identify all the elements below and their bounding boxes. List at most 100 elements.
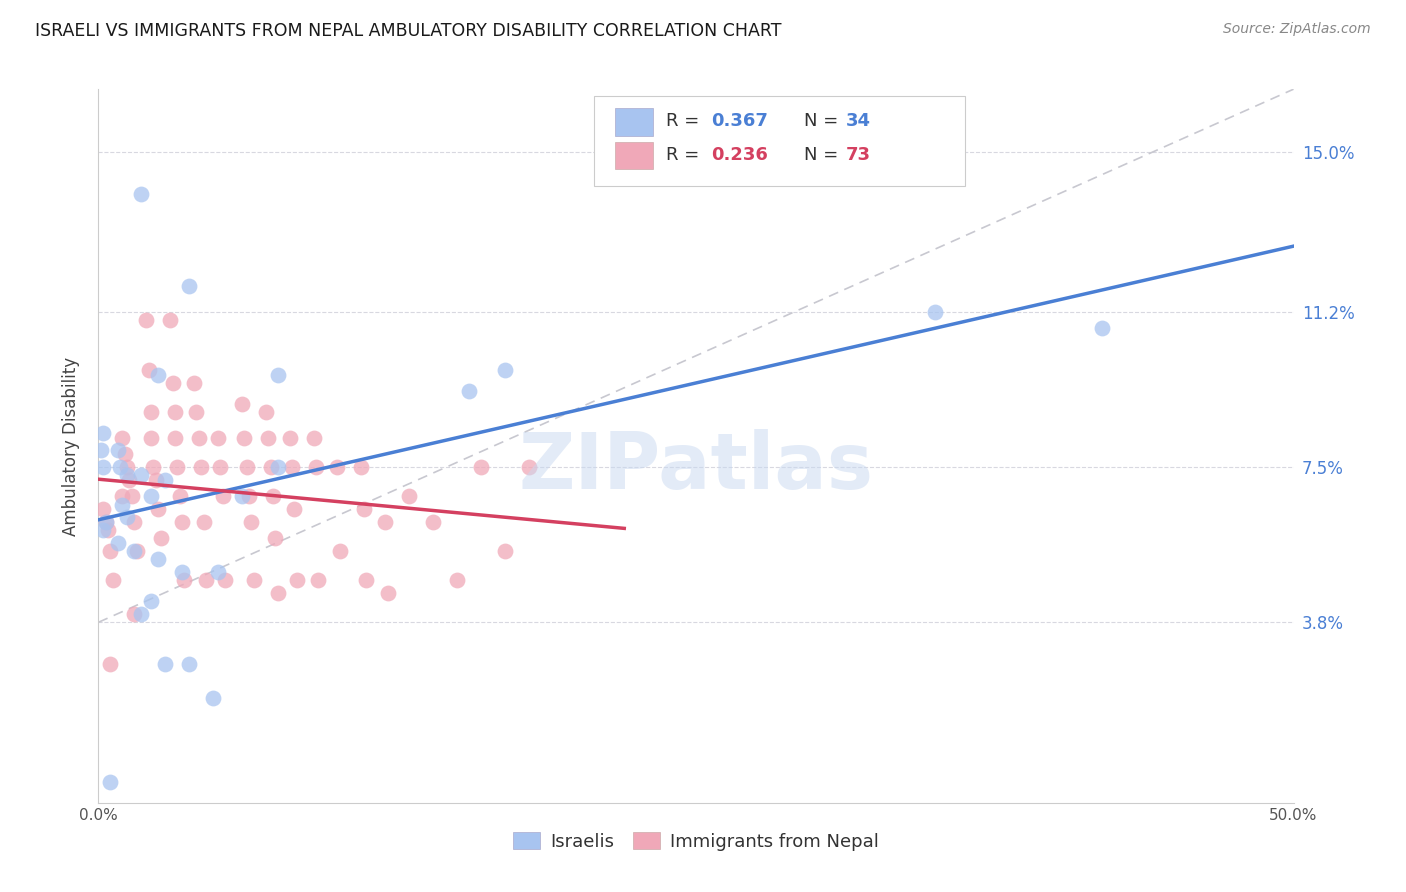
Point [162, 376, 184, 390]
Point [283, 502, 305, 516]
Point [257, 431, 280, 445]
Point [190, 460, 212, 475]
Point [138, 363, 160, 377]
Point [281, 460, 304, 475]
Text: 0.236: 0.236 [711, 146, 769, 164]
Point [172, 515, 194, 529]
Point [238, 489, 260, 503]
Point [101, 574, 124, 588]
Legend: Israelis, Immigrants from Nepal: Israelis, Immigrants from Nepal [505, 825, 887, 858]
Point [202, 690, 225, 705]
Point [91, 523, 114, 537]
Point [98, 544, 122, 558]
Point [108, 460, 131, 475]
Point [422, 515, 444, 529]
Point [187, 431, 209, 445]
Point [166, 460, 188, 475]
Point [207, 431, 229, 445]
Point [377, 586, 399, 600]
Text: N =: N = [804, 112, 844, 130]
Point [121, 489, 143, 503]
Text: R =: R = [666, 112, 704, 130]
Text: ZIPatlas: ZIPatlas [519, 429, 873, 506]
Y-axis label: Ambulatory Disability: Ambulatory Disability [62, 357, 80, 535]
Point [124, 607, 146, 621]
Point [446, 574, 468, 588]
Point [107, 443, 129, 458]
Point [94, 515, 117, 529]
Point [231, 489, 253, 503]
Point [155, 657, 177, 672]
Point [1091, 321, 1114, 335]
Point [111, 498, 134, 512]
Point [374, 515, 396, 529]
Point [354, 574, 377, 588]
Text: Source: ZipAtlas.com: Source: ZipAtlas.com [1223, 22, 1371, 37]
Point [163, 405, 186, 419]
Point [267, 586, 290, 600]
Point [231, 397, 253, 411]
Point [94, 515, 117, 529]
Point [494, 544, 516, 558]
Point [209, 460, 232, 475]
FancyBboxPatch shape [614, 109, 652, 136]
Point [125, 544, 148, 558]
Point [494, 363, 516, 377]
Point [142, 460, 165, 475]
Point [195, 574, 218, 588]
Point [285, 574, 308, 588]
Point [91, 502, 114, 516]
Point [111, 489, 134, 503]
Point [262, 489, 284, 503]
Point [135, 313, 157, 327]
Point [159, 313, 181, 327]
Point [458, 384, 481, 399]
Point [97, 523, 120, 537]
Point [233, 431, 256, 445]
Text: N =: N = [804, 146, 844, 164]
Point [145, 473, 167, 487]
Point [353, 502, 375, 516]
Point [139, 489, 162, 503]
Point [115, 460, 138, 475]
Point [115, 510, 138, 524]
Point [183, 376, 205, 390]
Point [149, 532, 172, 546]
Point [267, 460, 290, 475]
Point [259, 460, 281, 475]
FancyBboxPatch shape [595, 96, 965, 186]
Point [211, 489, 233, 503]
Point [240, 515, 263, 529]
Point [193, 515, 215, 529]
Point [111, 431, 134, 445]
Point [115, 468, 138, 483]
Point [305, 460, 328, 475]
Text: 73: 73 [845, 146, 870, 164]
Point [470, 460, 492, 475]
Point [329, 544, 352, 558]
Point [267, 368, 290, 382]
Point [243, 574, 266, 588]
Point [148, 368, 170, 382]
Point [186, 405, 208, 419]
Point [264, 532, 287, 546]
Point [302, 431, 325, 445]
Point [114, 447, 136, 461]
Point [169, 489, 191, 503]
Point [148, 552, 170, 566]
Point [98, 657, 122, 672]
Point [124, 515, 146, 529]
Point [179, 279, 201, 293]
Point [118, 473, 141, 487]
Point [131, 607, 153, 621]
Text: R =: R = [666, 146, 704, 164]
Point [139, 594, 162, 608]
Point [326, 460, 349, 475]
Point [924, 304, 946, 318]
Point [278, 431, 301, 445]
Point [98, 774, 122, 789]
Point [155, 473, 177, 487]
Point [131, 468, 153, 483]
Point [91, 426, 114, 441]
Point [124, 544, 146, 558]
